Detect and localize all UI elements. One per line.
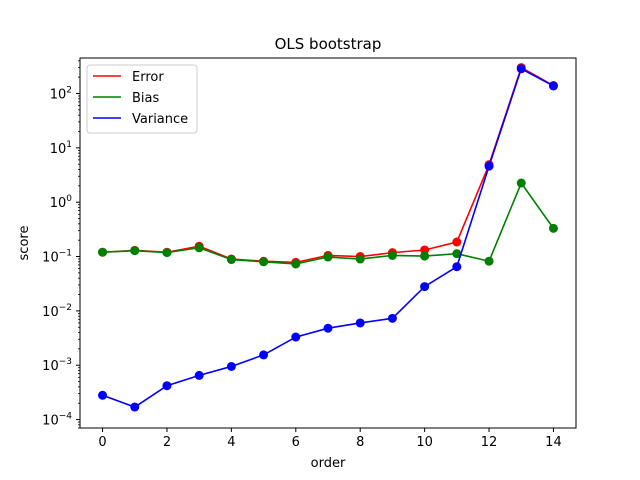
legend-item-variance: Variance	[93, 112, 188, 127]
legend-label: Variance	[132, 112, 188, 127]
data-point	[452, 249, 462, 259]
data-point	[323, 323, 333, 333]
plot-frame	[79, 57, 577, 429]
legend-label: Bias	[132, 91, 159, 106]
data-point	[130, 402, 140, 412]
legend-label: Error	[132, 70, 164, 85]
y-axis: 10−4 10−3 10−2 10−1 100 101 102	[42, 60, 80, 429]
legend-item-error: Error	[93, 70, 164, 85]
series-variance	[98, 64, 558, 412]
data-point	[516, 64, 526, 74]
y-tick-label: 10−3	[42, 357, 72, 374]
data-point	[355, 318, 365, 328]
data-point	[194, 370, 204, 380]
data-point	[194, 243, 204, 253]
data-point	[387, 313, 397, 323]
x-tick-label: 0	[98, 435, 106, 450]
data-point	[130, 246, 140, 256]
data-point	[484, 256, 494, 266]
data-point	[452, 237, 462, 247]
data-point	[162, 381, 172, 391]
series-bias	[98, 178, 558, 269]
data-point	[291, 259, 301, 269]
data-point	[226, 255, 236, 265]
y-tick-label: 100	[50, 194, 73, 211]
y-tick-label: 102	[50, 86, 72, 103]
data-point	[291, 332, 301, 342]
y-axis-label: score	[17, 226, 32, 261]
legend-item-bias: Bias	[93, 91, 159, 106]
data-point	[548, 81, 558, 91]
data-point	[452, 262, 462, 272]
data-point	[420, 282, 430, 292]
chart-title: OLS bootstrap	[275, 35, 382, 53]
y-tick-label: 10−1	[42, 249, 72, 266]
series-layer	[98, 63, 558, 412]
x-tick-label: 6	[292, 435, 300, 450]
x-axis-label: order	[311, 456, 346, 471]
data-point	[387, 250, 397, 260]
data-point	[484, 161, 494, 171]
data-point	[226, 361, 236, 371]
data-point	[355, 254, 365, 264]
data-point	[162, 248, 172, 258]
x-tick-label: 12	[481, 435, 498, 450]
data-point	[420, 251, 430, 261]
legend: Error Bias Variance	[86, 64, 198, 134]
x-tick-label: 14	[545, 435, 562, 450]
y-tick-label: 10−4	[42, 412, 72, 429]
data-point	[98, 247, 108, 257]
x-tick-label: 10	[416, 435, 433, 450]
x-tick-label: 8	[356, 435, 364, 450]
x-tick-label: 4	[227, 435, 235, 450]
data-point	[323, 252, 333, 262]
data-point	[259, 350, 269, 360]
y-tick-label: 101	[50, 140, 72, 157]
x-axis: 0 2 4 6 8 10 12 14	[98, 428, 562, 450]
legend-box	[86, 64, 198, 134]
x-tick-label: 2	[163, 435, 171, 450]
data-point	[516, 178, 526, 188]
data-point	[548, 223, 558, 233]
y-tick-label: 10−2	[42, 303, 72, 320]
data-point	[98, 390, 108, 400]
data-point	[259, 257, 269, 267]
